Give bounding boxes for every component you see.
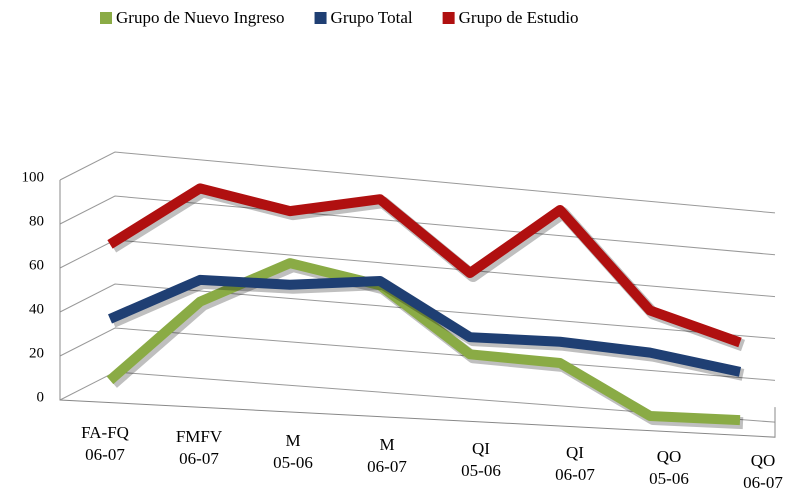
- x-tick-label: FMFV 06-07: [175, 427, 223, 468]
- legend-label: Grupo de Estudio: [459, 8, 579, 27]
- legend-swatch: [442, 12, 455, 24]
- series-line: [107, 183, 742, 348]
- x-tick-label: QO 05-06: [649, 447, 689, 488]
- y-tick-label: 100: [22, 169, 45, 185]
- legend-label: Grupo Total: [331, 8, 413, 27]
- x-tick-label: QI 06-07: [555, 443, 595, 484]
- grid-line: [59, 195, 776, 256]
- axis: [59, 180, 776, 438]
- x-tick-label: FA-FQ 06-07: [81, 423, 129, 464]
- grid-line: [59, 151, 776, 214]
- y-tick-label: 60: [29, 257, 44, 273]
- legend-swatch: [100, 12, 112, 24]
- legend-item: Grupo Total: [314, 8, 413, 27]
- grid-line: [59, 283, 776, 339]
- legend-item: Grupo de Nuevo Ingreso: [100, 8, 285, 27]
- y-tick-label: 40: [29, 301, 44, 317]
- y-tick-label: 80: [29, 213, 44, 229]
- x-tick-label: QO 06-07: [743, 451, 783, 492]
- y-tick-label: 0: [37, 389, 45, 405]
- legend-label: Grupo de Nuevo Ingreso: [116, 8, 285, 27]
- x-tick-label: M 05-06: [273, 431, 313, 472]
- legend-swatch: [314, 12, 327, 24]
- series-line: [108, 274, 742, 377]
- y-tick-label: 20: [29, 345, 44, 361]
- series-line: [106, 258, 741, 426]
- x-tick-label: QI 05-06: [461, 439, 501, 480]
- legend-item: Grupo de Estudio: [442, 8, 579, 27]
- series-shadow: [109, 260, 744, 430]
- x-tick-label: M 06-07: [367, 435, 407, 476]
